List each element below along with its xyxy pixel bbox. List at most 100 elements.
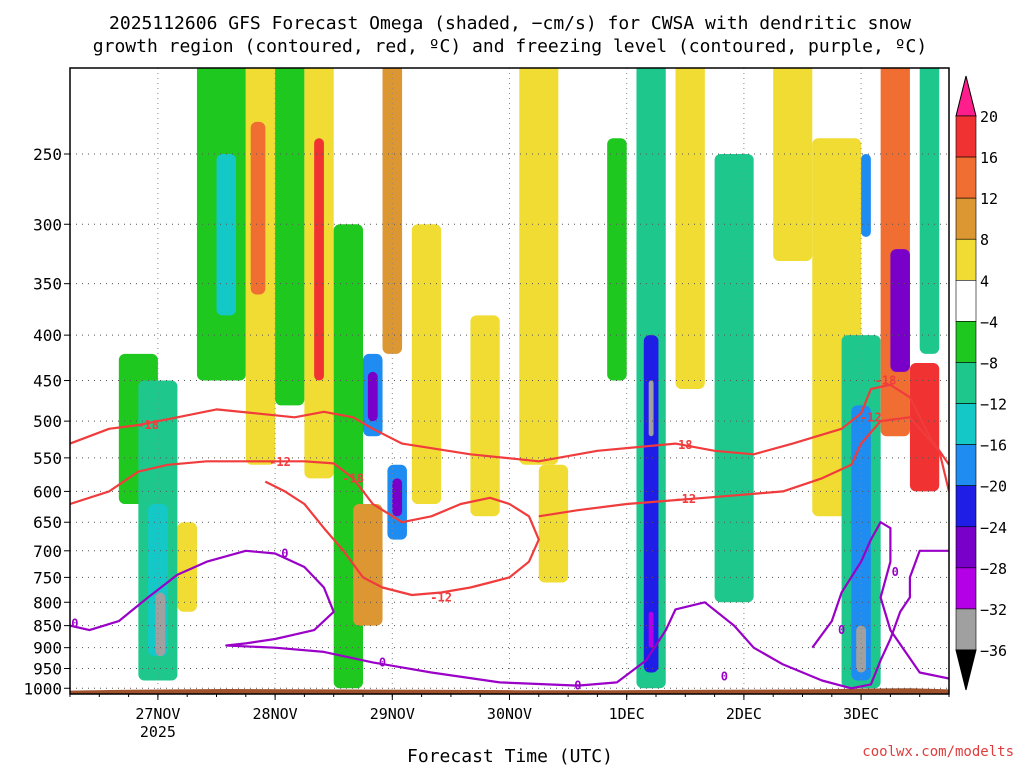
omega-cell-28 [675, 68, 705, 389]
colorbar-bottom-arrow [955, 649, 977, 691]
colorbar-label: −8 [980, 354, 998, 372]
contour-label-7: -12 [860, 410, 882, 424]
colorbar-label: −36 [980, 642, 1007, 660]
omega-cell-11 [314, 138, 324, 381]
omega-cell-33 [851, 405, 871, 681]
omega-cell-22 [538, 464, 569, 583]
x-tick-label: 2DEC [726, 705, 762, 723]
y-tick-label: 400 [33, 326, 62, 345]
contour-label-2: -18 [342, 471, 364, 485]
y-tick-label: 850 [33, 617, 62, 636]
x-tick-label: 28NOV [253, 705, 298, 723]
omega-cell-21 [519, 68, 559, 465]
omega-cell-27 [648, 611, 654, 648]
y-tick-label: 700 [33, 542, 62, 561]
contour-label-11: 0 [574, 679, 581, 693]
omega-cell-25 [643, 335, 659, 673]
colorbar: 20 16 12 8 4 −4 −8 −12 −16 −20 −24 −28 −32 −36 [955, 75, 1007, 691]
colorbar-label: −28 [980, 560, 1007, 578]
colorbar-swatch-5 [955, 321, 977, 363]
x-axis-title: Forecast Time (UTC) [407, 746, 613, 767]
y-tick-label: 750 [33, 568, 62, 587]
colorbar-label: 16 [980, 149, 998, 167]
x-tick-label: 29NOV [370, 705, 415, 723]
colorbar-label: 20 [980, 108, 998, 126]
colorbar-label: −20 [980, 478, 1007, 496]
colorbar-label: −32 [980, 601, 1007, 619]
colorbar-swatch-11 [955, 567, 977, 610]
contour--18 [70, 383, 949, 466]
colorbar-swatch-6 [955, 362, 977, 404]
y-tick-label: 500 [33, 412, 62, 431]
contour--12 [70, 460, 540, 597]
omega-cell-8 [250, 121, 266, 295]
colorbar-label: −12 [980, 396, 1007, 414]
omega-cell-13 [353, 504, 383, 626]
omega-cell-19 [411, 224, 442, 505]
colorbar-swatch-12 [955, 608, 977, 651]
colorbar-swatch-3 [955, 238, 977, 281]
contour-label-8: 0 [281, 547, 288, 561]
y-tick-label: 350 [33, 275, 62, 294]
omega-cell-15 [367, 371, 378, 422]
colorbar-swatch-10 [955, 526, 977, 569]
omega-cell-37 [890, 249, 910, 372]
colorbar-label: 12 [980, 190, 998, 208]
y-tick-label: 900 [33, 639, 62, 658]
x-tick-label: 3DEC [843, 705, 879, 723]
contour--12b [538, 416, 949, 518]
contour-label-9: 0 [71, 616, 78, 630]
terrain-fill [70, 688, 949, 694]
x-tick-sublabel: 2025 [140, 723, 176, 741]
omega-cell-4 [177, 522, 197, 612]
x-tick-label: 1DEC [609, 705, 645, 723]
colorbar-swatch-0 [955, 115, 977, 158]
omega-cell-20 [470, 315, 500, 517]
colorbar-label: −16 [980, 437, 1007, 455]
contour-label-6: -18 [875, 374, 897, 388]
colorbar-swatch-7 [955, 403, 977, 445]
contour-label-14: 0 [892, 565, 899, 579]
contour-0 [70, 549, 949, 690]
y-tick-label: 550 [33, 449, 62, 468]
contour-label-3: -12 [430, 590, 452, 604]
contour-label-0: -18 [137, 418, 159, 432]
chart-title-line1: 2025112606 GFS Forecast Omega (shaded, −… [109, 13, 911, 34]
omega-cell-6 [216, 153, 237, 316]
omega-cell-26 [648, 380, 654, 437]
contour-label-5: -12 [674, 492, 696, 506]
colorbar-swatch-1 [955, 156, 977, 199]
colorbar-swatch-2 [955, 197, 977, 240]
colorbar-swatch-9 [955, 485, 977, 528]
y-tick-label: 250 [33, 145, 62, 164]
x-tick-label: 30NOV [487, 705, 532, 723]
x-tick-label: 27NOV [135, 705, 180, 723]
omega-cell-18 [392, 478, 403, 517]
y-tick-label: 300 [33, 215, 62, 234]
contour-label-1: -12 [269, 455, 291, 469]
omega-cell-35 [861, 153, 871, 237]
omega-cell-29 [714, 153, 754, 603]
y-tick-label: 600 [33, 482, 62, 501]
credit-text: coolwx.com/modelts [862, 744, 1014, 760]
contour-label-4: 18 [678, 438, 692, 452]
colorbar-label: 8 [980, 231, 989, 249]
omega-cell-34 [856, 625, 866, 673]
colorbar-label: −4 [980, 313, 998, 331]
y-tick-label: 1000 [23, 679, 62, 698]
chart-title-line2: growth region (contoured, red, ºC) and f… [93, 36, 927, 57]
omega-cell-23 [607, 138, 627, 381]
plot-inner: -18 -12 -18 -12 18 -12 -18 -12 0 0 0 0 0 0 0 [70, 68, 949, 694]
omega-cell-9 [275, 68, 305, 406]
omega-cell-30 [773, 68, 813, 261]
colorbar-top-arrow [955, 75, 977, 117]
y-tick-label: 800 [33, 593, 62, 612]
y-tick-label: 950 [33, 659, 62, 678]
y-tick-label: 650 [33, 513, 62, 532]
contour-label-10: 0 [379, 655, 386, 669]
omega-cell-16 [382, 68, 403, 354]
y-tick-label: 450 [33, 372, 62, 391]
contour-0b [811, 521, 949, 680]
